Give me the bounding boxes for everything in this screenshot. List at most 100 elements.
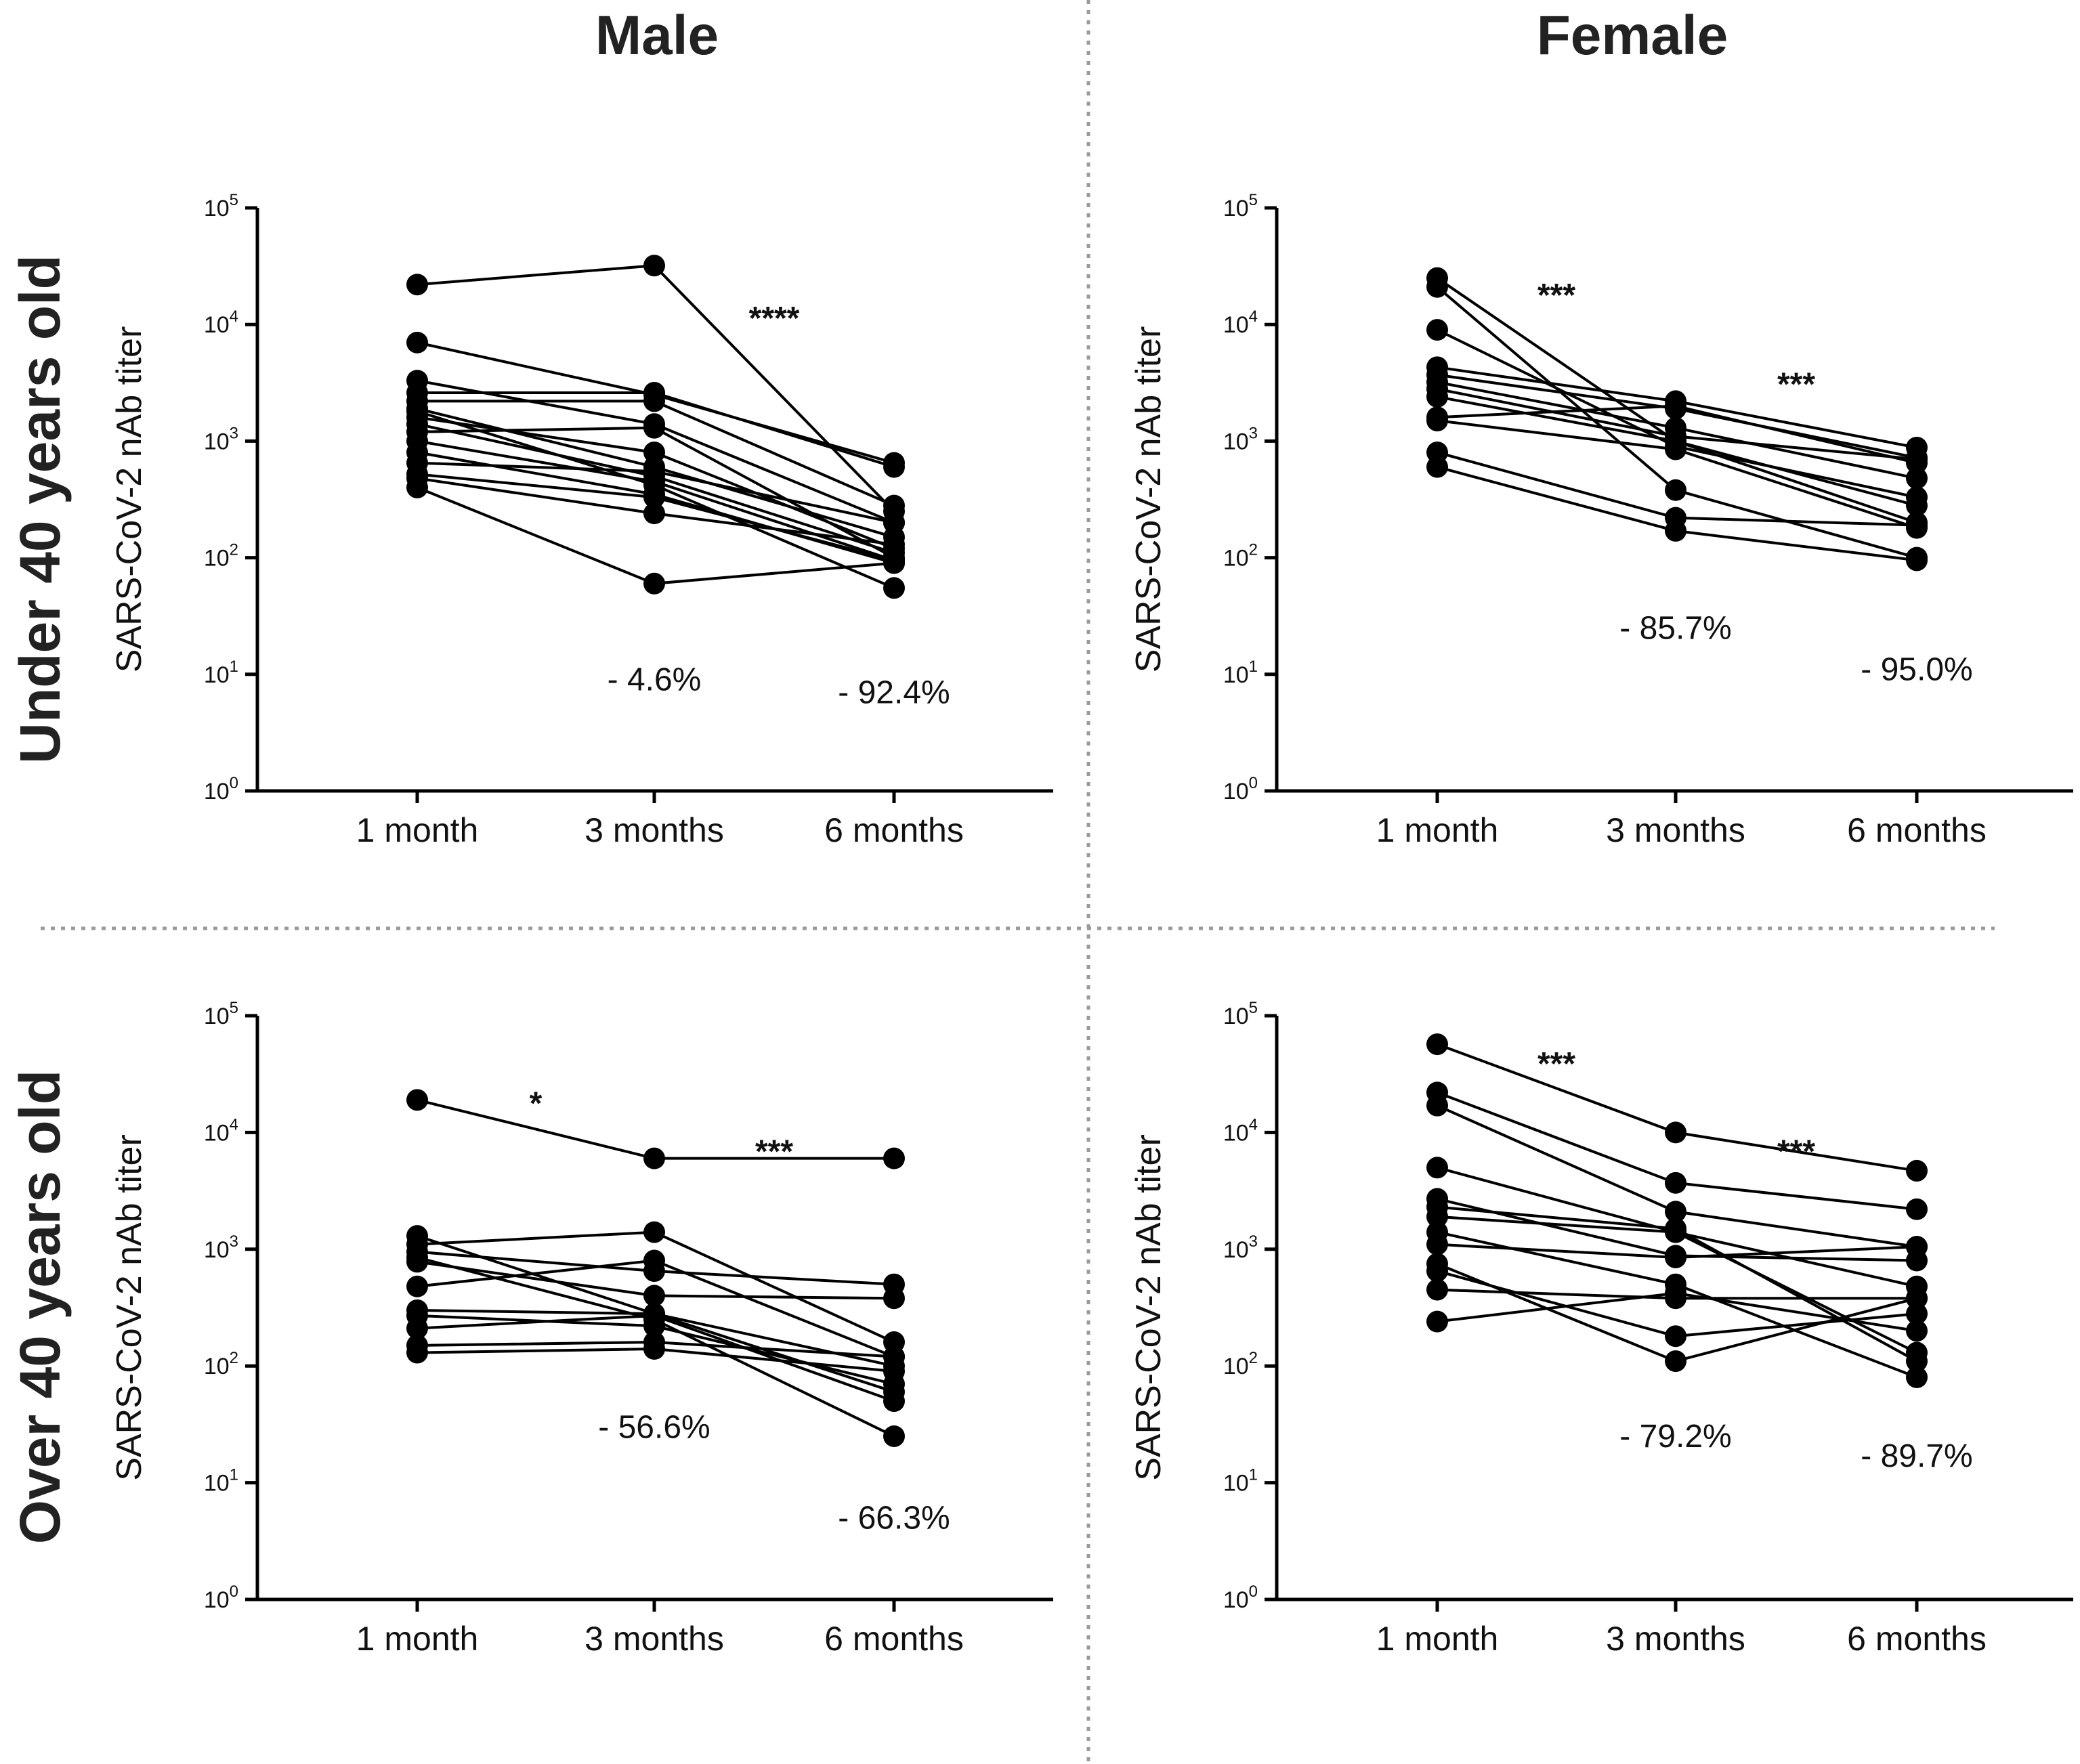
x-tick-label: 1 month <box>356 1620 479 1658</box>
y-tick-exponent: 0 <box>230 774 238 792</box>
data-point <box>643 1249 665 1272</box>
y-tick-base: 10 <box>204 662 230 688</box>
data-point <box>643 1338 665 1360</box>
y-tick-exponent: 0 <box>1249 774 1258 792</box>
data-point <box>643 502 665 525</box>
data-point <box>1665 479 1686 501</box>
data-point <box>883 1390 905 1413</box>
x-tick-label: 6 months <box>1847 811 1987 849</box>
y-tick-exponent: 5 <box>230 191 238 209</box>
y-tick-exponent: 3 <box>1249 1232 1258 1251</box>
y-tick-base: 10 <box>204 1471 230 1497</box>
y-tick-label: 105 <box>204 191 238 221</box>
data-point <box>1426 410 1448 432</box>
data-point <box>1426 1233 1448 1255</box>
y-tick-base: 10 <box>204 312 230 338</box>
y-tick-exponent: 3 <box>230 424 238 442</box>
data-point <box>1665 1325 1686 1348</box>
data-point <box>1665 1221 1686 1243</box>
y-tick-label: 102 <box>204 541 238 572</box>
y-tick-base: 10 <box>204 779 230 804</box>
y-tick-exponent: 1 <box>230 658 238 676</box>
y-tick-exponent: 5 <box>1249 999 1258 1017</box>
y-tick-exponent: 4 <box>1249 307 1258 326</box>
y-tick-label: 103 <box>1223 424 1258 454</box>
data-point <box>1906 1341 1928 1364</box>
y-tick-base: 10 <box>1223 196 1249 221</box>
row-title-over-40: Over 40 years old <box>8 1070 72 1544</box>
data-point <box>1665 1350 1686 1373</box>
row-title-under-40: Under 40 years old <box>8 255 72 764</box>
y-axis-title: SARS-CoV-2 nAb titer <box>110 1134 149 1481</box>
y-tick-label: 102 <box>204 1349 238 1379</box>
data-point <box>406 1275 428 1297</box>
data-point <box>406 400 428 423</box>
x-tick-label: 1 month <box>356 811 479 849</box>
percent-change-label: - 66.3% <box>838 1500 950 1536</box>
y-tick-label: 103 <box>1223 1232 1258 1263</box>
percent-change-label: - 79.2% <box>1619 1419 1731 1455</box>
y-tick-base: 10 <box>1223 312 1249 338</box>
data-point <box>643 1147 665 1169</box>
y-tick-exponent: 5 <box>230 999 238 1017</box>
data-point <box>1906 1198 1928 1220</box>
data-point <box>406 331 428 353</box>
data-point <box>1665 1121 1686 1144</box>
x-tick-label: 6 months <box>1847 1620 1987 1658</box>
data-point <box>1906 1366 1928 1388</box>
y-axis-title: SARS-CoV-2 nAb titer <box>1129 1134 1168 1481</box>
data-point <box>1426 319 1448 341</box>
y-tick-base: 10 <box>1223 779 1249 804</box>
data-point <box>1665 395 1686 417</box>
y-tick-base: 10 <box>1223 546 1249 572</box>
y-tick-exponent: 4 <box>1249 1115 1258 1134</box>
data-point <box>1906 452 1928 474</box>
y-tick-base: 10 <box>1223 662 1249 688</box>
y-tick-exponent: 2 <box>1249 1349 1258 1367</box>
y-tick-label: 105 <box>1223 999 1258 1029</box>
significance-label: **** <box>749 301 800 337</box>
data-point <box>883 1287 905 1310</box>
y-tick-label: 104 <box>204 307 238 338</box>
y-tick-base: 10 <box>204 546 230 572</box>
data-point <box>1426 1260 1448 1283</box>
data-point <box>643 1304 665 1327</box>
y-tick-label: 104 <box>204 1115 238 1146</box>
y-tick-base: 10 <box>1223 1004 1249 1029</box>
y-axis-title: SARS-CoV-2 nAb titer <box>110 326 149 673</box>
data-point <box>1426 1094 1448 1117</box>
y-tick-base: 10 <box>204 196 230 221</box>
y-tick-exponent: 2 <box>230 1349 238 1367</box>
x-tick-label: 3 months <box>585 1620 724 1658</box>
y-tick-label: 103 <box>204 424 238 454</box>
data-point <box>1665 438 1686 460</box>
y-tick-label: 103 <box>204 1232 238 1263</box>
data-point <box>1906 549 1928 572</box>
y-tick-label: 101 <box>1223 658 1258 688</box>
series-line <box>1437 1043 1917 1172</box>
data-point <box>643 255 665 277</box>
data-point <box>883 494 905 517</box>
data-point <box>1426 1033 1448 1056</box>
significance-label: *** <box>1537 1046 1575 1082</box>
data-point <box>883 1147 905 1169</box>
data-point <box>883 577 905 599</box>
y-tick-exponent: 0 <box>1249 1583 1258 1601</box>
data-point <box>883 1425 905 1447</box>
significance-label: *** <box>1537 278 1575 314</box>
y-tick-base: 10 <box>204 1120 230 1146</box>
y-tick-label: 100 <box>204 1583 238 1613</box>
y-tick-label: 100 <box>1223 1583 1258 1613</box>
y-tick-base: 10 <box>1223 1120 1249 1146</box>
percent-change-label: - 85.7% <box>1619 610 1731 646</box>
data-point <box>1665 1246 1686 1268</box>
data-point <box>1426 1310 1448 1333</box>
y-tick-exponent: 1 <box>1249 658 1258 676</box>
data-point <box>643 1285 665 1307</box>
data-point <box>643 416 665 439</box>
data-point <box>1906 1159 1928 1182</box>
data-point <box>406 1251 428 1273</box>
